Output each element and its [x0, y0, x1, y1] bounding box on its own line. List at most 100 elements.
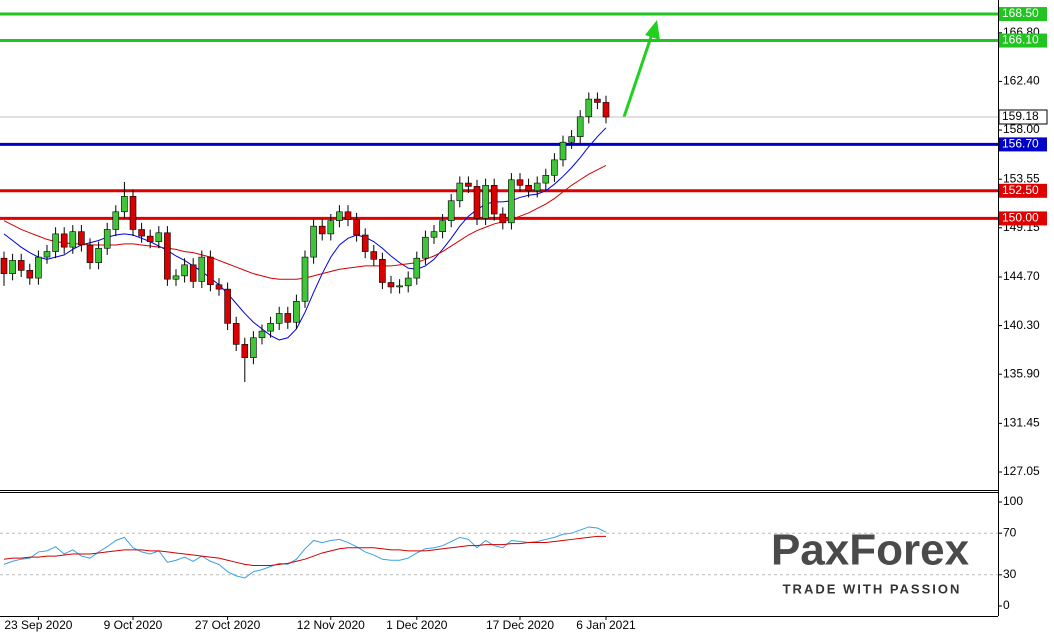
- candle-body: [95, 247, 102, 263]
- candle-body: [456, 182, 464, 202]
- logo-name: PaxForex: [771, 526, 970, 575]
- level-label-box: [999, 7, 1047, 22]
- y-tick-label: 153.55: [1003, 171, 1040, 185]
- level-label: 152.50: [1002, 183, 1039, 197]
- candle-body: [250, 337, 257, 358]
- y-tick-label: 131.45: [1003, 416, 1040, 430]
- candle-body: [43, 251, 51, 258]
- logo-tagline: TRADE WITH PASSION: [783, 581, 962, 596]
- candle-body: [482, 184, 489, 219]
- candle-body: [9, 260, 16, 274]
- level-label: 156.70: [1002, 137, 1039, 151]
- x-tick-label: 9 Oct 2020: [104, 618, 163, 632]
- candle-body: [542, 175, 550, 184]
- candle-body: [275, 313, 283, 324]
- candle-body: [413, 257, 421, 279]
- candle-body: [78, 231, 85, 246]
- candle-body: [284, 313, 292, 323]
- candle-body: [465, 182, 472, 187]
- candle-body: [17, 260, 25, 271]
- candle-body: [310, 225, 317, 258]
- candle-body: [447, 200, 455, 221]
- level-label: 159.18: [1002, 109, 1039, 123]
- candle-body: [422, 236, 429, 259]
- candle-body: [138, 229, 145, 237]
- x-tick-label: 1 Dec 2020: [386, 618, 448, 632]
- level-label: 168.50: [1002, 6, 1039, 20]
- level-label-box: [999, 33, 1047, 48]
- candle-body: [35, 256, 42, 279]
- candle-body: [490, 184, 498, 215]
- candle-body: [198, 256, 206, 282]
- trend-arrow: [622, 20, 660, 118]
- candle-body: [26, 270, 34, 279]
- candle-body: [533, 182, 541, 192]
- candle-body: [232, 323, 240, 345]
- candle-body: [164, 232, 171, 280]
- candle-body: [576, 116, 584, 137]
- y-tick-label: 144.70: [1003, 269, 1040, 283]
- candle-body: [344, 211, 352, 220]
- x-tick-label: 27 Oct 2020: [195, 618, 261, 632]
- level-label: 166.10: [1002, 33, 1039, 47]
- candle-body: [585, 98, 593, 118]
- candle-body: [121, 196, 128, 213]
- candle-body: [499, 213, 507, 224]
- y-tick-label: 0: [1003, 598, 1010, 612]
- y-tick-label: 158.00: [1003, 122, 1040, 136]
- candle-body: [241, 344, 249, 358]
- candle-body: [439, 220, 446, 232]
- candle-body: [112, 211, 120, 230]
- candle-body: [301, 256, 309, 302]
- candle-body: [473, 186, 481, 219]
- candle-body: [602, 102, 610, 118]
- candle-body: [0, 257, 8, 274]
- candle-body: [353, 219, 360, 236]
- candle-body: [525, 184, 532, 192]
- y-tick-label: 162.40: [1003, 74, 1040, 88]
- candle-body: [155, 232, 163, 242]
- candle-body: [224, 288, 231, 324]
- level-label-box: [999, 183, 1047, 198]
- candle-body: [361, 234, 369, 252]
- candle-body: [215, 284, 223, 290]
- candle-body: [103, 229, 111, 249]
- y-tick-label: 30: [1003, 567, 1017, 581]
- line-series: [3, 535, 606, 566]
- candle-body: [551, 159, 558, 176]
- candle-body: [568, 136, 575, 143]
- candle-body: [129, 196, 137, 230]
- candle-body: [86, 244, 94, 263]
- x-tick-label: 17 Dec 2020: [486, 618, 554, 632]
- candle-body: [594, 98, 601, 103]
- candle-body: [318, 225, 326, 235]
- x-tick-label: 23 Sep 2020: [4, 618, 72, 632]
- y-tick-label: 70: [1003, 525, 1017, 539]
- candle-body: [559, 141, 567, 161]
- candle-body: [336, 211, 343, 221]
- candle-body: [60, 233, 68, 248]
- level-label-box: [999, 137, 1047, 152]
- y-tick-label: 135.90: [1003, 366, 1040, 380]
- candle-body: [404, 277, 412, 287]
- candle-body: [146, 235, 154, 242]
- candle-body: [370, 251, 378, 260]
- candle-body: [327, 220, 335, 235]
- candle-body: [396, 285, 403, 288]
- y-tick-label: 127.05: [1003, 464, 1040, 478]
- candle-body: [267, 323, 274, 332]
- candle-body: [516, 179, 524, 186]
- candle-body: [430, 231, 438, 238]
- candle-body: [172, 275, 180, 280]
- x-tick-label: 12 Nov 2020: [297, 618, 365, 632]
- candle-body: [379, 259, 386, 283]
- candle-body: [207, 256, 214, 286]
- candle-body: [181, 264, 188, 277]
- candle-body: [387, 282, 395, 288]
- candle-body: [508, 179, 515, 224]
- y-tick-label: 100: [1003, 494, 1023, 508]
- level-label-box: [998, 109, 1048, 125]
- candle-body: [293, 300, 300, 323]
